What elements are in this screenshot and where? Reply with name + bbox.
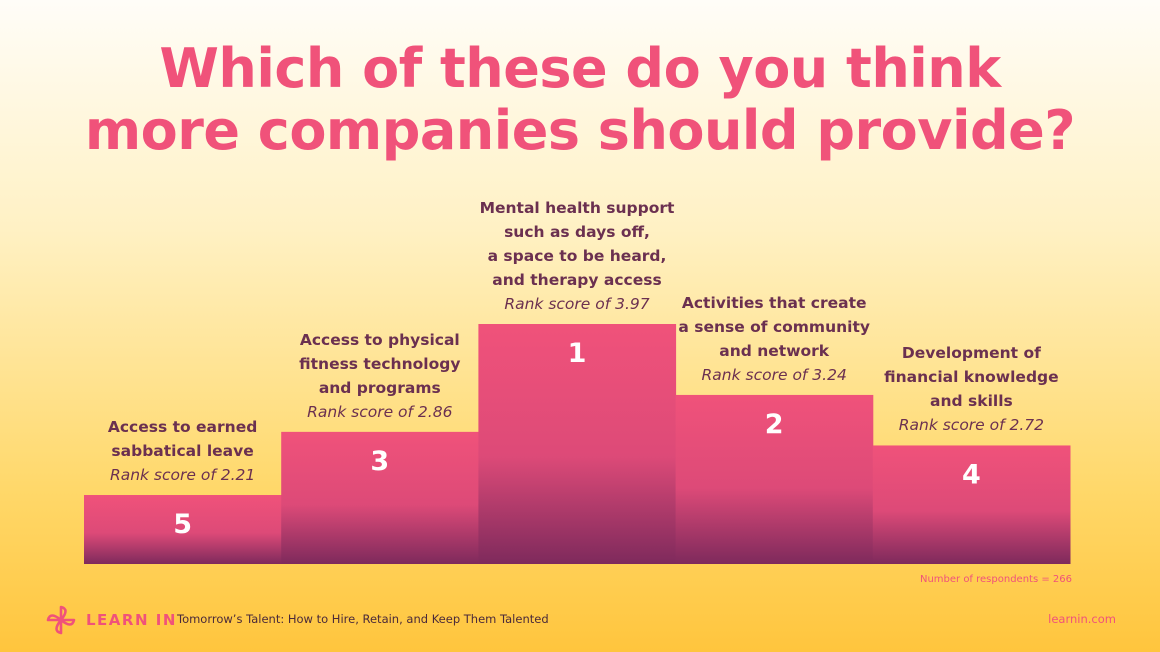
rank-score-label: Rank score of 2.21 xyxy=(109,466,256,484)
bar-3 xyxy=(478,324,677,564)
rank-score-label: Rank score of 2.86 xyxy=(307,402,453,421)
rank-score-label: Rank score of 2.72 xyxy=(898,416,1045,435)
bar-label-2: Access to physical fitness technology an… xyxy=(270,328,490,424)
rank-score-label: Rank score of 3.97 xyxy=(504,295,650,313)
respondents-footnote: Number of respondents = 266 xyxy=(919,574,1072,585)
rank-label-3: 1 xyxy=(568,338,587,369)
pinwheel-logo-icon xyxy=(46,605,76,635)
report-title: Tomorrow’s Talent: How to Hire, Retain, … xyxy=(177,612,549,626)
title-line-2: more companies should provide? xyxy=(84,99,1076,162)
category-label: Mental health support such as days off, … xyxy=(479,199,675,289)
bar-4 xyxy=(675,394,874,564)
rank-label-5: 4 xyxy=(962,459,981,490)
rank-label-4: 2 xyxy=(765,409,784,440)
bar-label-5: Development of financial knowledge and s… xyxy=(861,341,1081,437)
category-label: Access to earned sabbatical leave xyxy=(107,418,258,460)
rank-score-label: Rank score of 3.24 xyxy=(701,365,847,384)
brand-name: LEARN IN xyxy=(86,611,177,629)
bar-2 xyxy=(281,431,479,564)
bar-5 xyxy=(872,445,1071,564)
website-link[interactable]: learnin.com xyxy=(1048,612,1116,626)
title-line-1: Which of these do you think xyxy=(159,37,1001,100)
page-title: Which of these do you think more compani… xyxy=(0,38,1160,162)
category-label: Access to physical fitness technology an… xyxy=(299,330,461,397)
rank-label-2: 3 xyxy=(370,446,389,477)
bar-label-1: Access to earned sabbatical leave Rank sc… xyxy=(73,415,293,487)
bar-label-3: Mental health support such as days off, … xyxy=(467,196,687,316)
category-label: Development of financial knowledge and s… xyxy=(884,344,1059,411)
bar-1 xyxy=(84,495,282,564)
category-label: Activities that create a sense of commun… xyxy=(678,293,870,360)
rank-label-1: 5 xyxy=(173,509,192,540)
bar-label-4: Activities that create a sense of commun… xyxy=(664,291,884,387)
